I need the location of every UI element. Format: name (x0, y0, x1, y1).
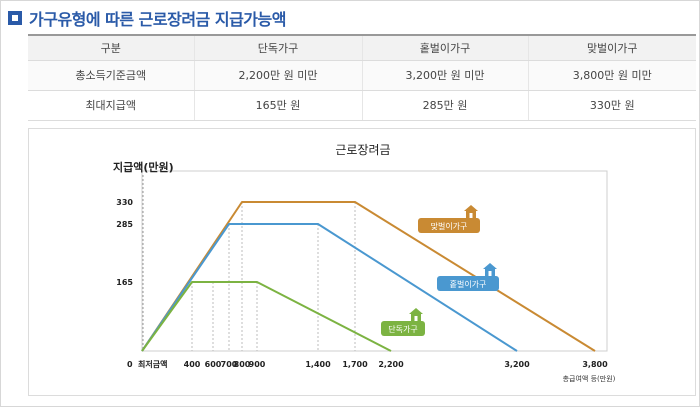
x-tick-label: 3,200 (504, 360, 530, 369)
x-axis-label: 총급여액 등(만원) (563, 374, 616, 383)
series-tag: 맞벌이가구 (418, 205, 480, 233)
table-cell: 165만 원 (193, 90, 362, 121)
table-cell: 3,200만 원 미만 (361, 60, 528, 91)
x-tick-label: 1,700 (342, 360, 368, 369)
x-tick-label: 3,800 (582, 360, 608, 369)
y-tick-label: 285 (116, 220, 133, 229)
series-tag: 홑벌이가구 (437, 263, 499, 291)
series-line (141, 223, 518, 352)
table-cell: 최대지급액 (28, 90, 194, 121)
x-tick-label: 600 (205, 360, 222, 369)
origin-tag-label: 최저금액 (138, 359, 167, 369)
table-header: 홑벌이가구 (361, 34, 528, 61)
x-tick-label: 1,400 (305, 360, 331, 369)
page-title: 가구유형에 따른 근로장려금 지급가능액 (29, 10, 286, 29)
house-icon (464, 205, 478, 218)
table-cell: 총소득기준금액 (28, 60, 194, 91)
y-tick-label: 330 (116, 198, 133, 207)
section-header: 가구유형에 따른 근로장려금 지급가능액 (0, 0, 700, 36)
table-header-row: 구분 단독가구 홑벌이가구 맞벌이가구 (28, 34, 696, 61)
table-row: 최대지급액 165만 원 285만 원 330만 원 (28, 90, 696, 121)
table-cell: 3,800만 원 미만 (527, 60, 696, 91)
series-tag-label: 맞벌이가구 (431, 221, 468, 231)
x-tick-label: 900 (249, 360, 266, 369)
income-criteria-table: 구분 단독가구 홑벌이가구 맞벌이가구 총소득기준금액 2,200만 원 미만 … (28, 34, 696, 121)
x-tick-label: 2,200 (378, 360, 404, 369)
chart-title: 근로장려금 (335, 143, 390, 157)
house-icon (483, 263, 497, 276)
table-row: 총소득기준금액 2,200만 원 미만 3,200만 원 미만 3,800만 원… (28, 60, 696, 91)
table-header: 구분 (28, 34, 194, 61)
y-tick-label: 165 (116, 278, 133, 287)
series-tag-label: 홑벌이가구 (450, 279, 487, 289)
table-cell: 330만 원 (527, 90, 696, 121)
series-tag-label: 단독가구 (388, 324, 417, 334)
y-axis-label: 지급액(만원) (113, 160, 174, 174)
x-tick-label: 800 (234, 360, 251, 369)
series-tag: 단독가구 (381, 308, 425, 336)
house-icon (409, 308, 423, 321)
square-bullet-icon (8, 11, 22, 25)
x-tick-label: 700 (221, 360, 238, 369)
series-line (141, 281, 392, 352)
table-header: 맞벌이가구 (527, 34, 696, 61)
table-header: 단독가구 (193, 34, 362, 61)
table-cell: 2,200만 원 미만 (193, 60, 362, 91)
plot-area (141, 170, 608, 352)
x-tick-label: 400 (184, 360, 201, 369)
table-cell: 285만 원 (361, 90, 528, 121)
origin-label: 0 (127, 360, 133, 369)
